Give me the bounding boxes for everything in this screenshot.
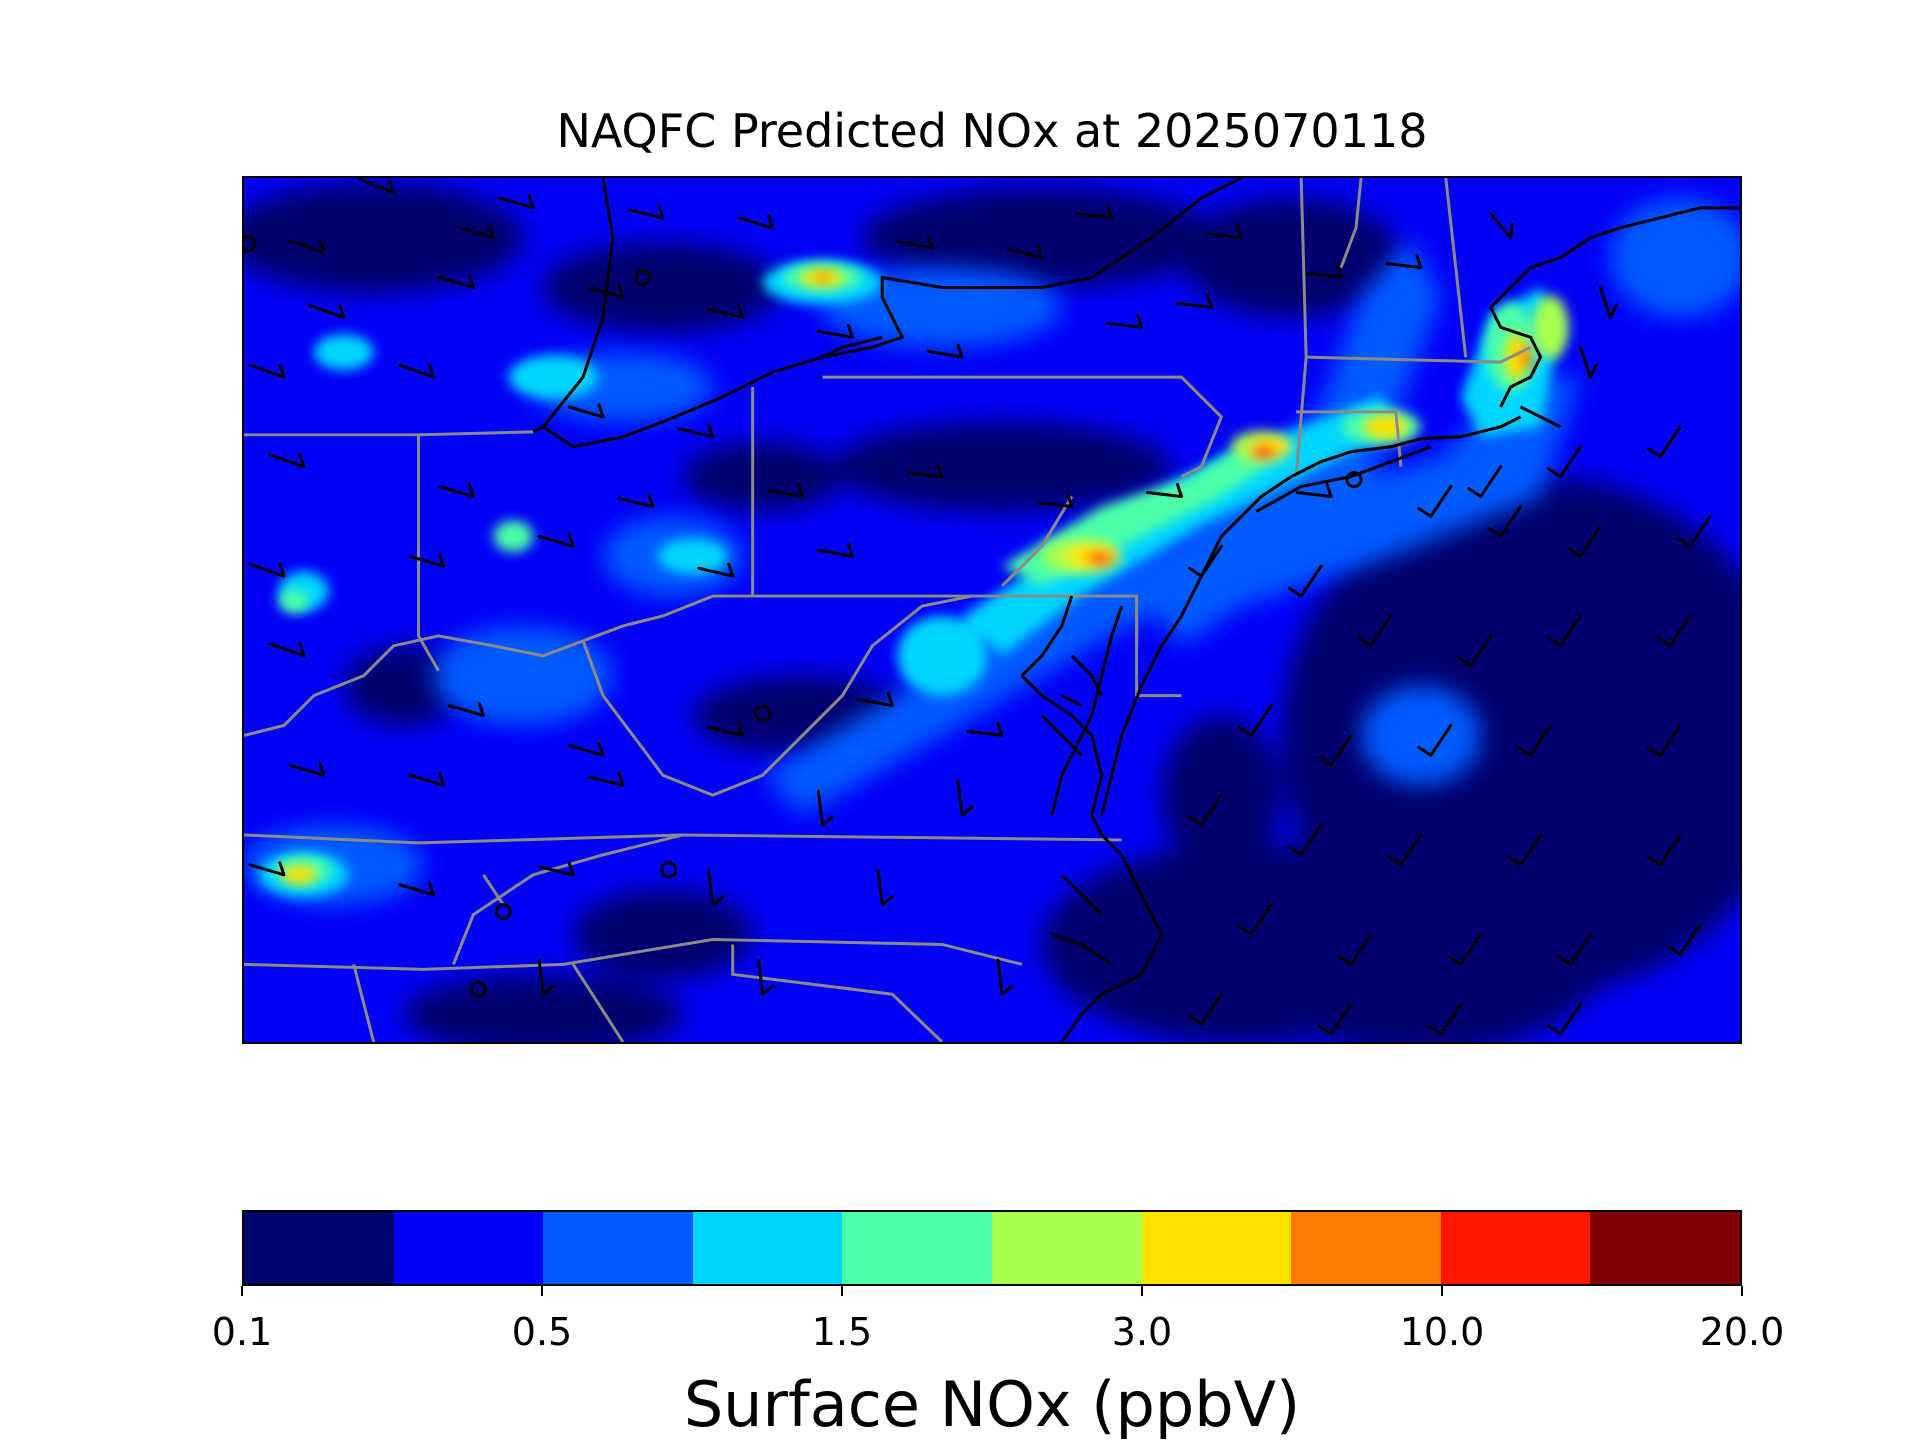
- monitor-sites: [244, 235, 1363, 998]
- coastline: [532, 178, 1740, 1042]
- colorbar-tick: [841, 1286, 843, 1296]
- colorbar-segment-8: [1440, 1212, 1591, 1284]
- map-title: NAQFC Predicted NOx at 2025070118: [556, 104, 1428, 158]
- state-borders: [244, 178, 1532, 1042]
- colorbar-tick: [1741, 1286, 1743, 1296]
- wind-barbs: [248, 178, 1712, 1036]
- colorbar-segment-6: [1141, 1212, 1292, 1284]
- colorbar-segment-0: [244, 1212, 394, 1284]
- nox-field-low-regions: [244, 182, 1740, 1042]
- colorbar-segment-3: [692, 1212, 843, 1284]
- colorbar-tick-label: 3.0: [1111, 1310, 1173, 1354]
- colorbar-tick-label: 0.5: [511, 1310, 573, 1354]
- colorbar-segment-7: [1291, 1212, 1441, 1284]
- colorbar-tick-label: 10.0: [1399, 1310, 1485, 1354]
- colorbar-tick: [541, 1286, 543, 1296]
- colorbar-segment-1: [393, 1212, 544, 1284]
- colorbar-segment-2: [543, 1212, 693, 1284]
- colorbar-tick: [1141, 1286, 1143, 1296]
- map-panel[interactable]: [242, 176, 1742, 1044]
- colorbar-tick-label: 1.5: [811, 1310, 873, 1354]
- colorbar-segment-4: [842, 1212, 992, 1284]
- nox-map: [244, 178, 1740, 1042]
- colorbar-segment-5: [991, 1212, 1142, 1284]
- colorbar-tick: [241, 1286, 243, 1296]
- colorbar-tick: [1441, 1286, 1443, 1296]
- colorbar-tick-label: 0.1: [211, 1310, 273, 1354]
- colorbar-segment-9: [1590, 1212, 1740, 1284]
- colorbar: [242, 1210, 1742, 1286]
- colorbar-tick-label: 20.0: [1699, 1310, 1785, 1354]
- colorbar-label: Surface NOx (ppbV): [683, 1368, 1301, 1441]
